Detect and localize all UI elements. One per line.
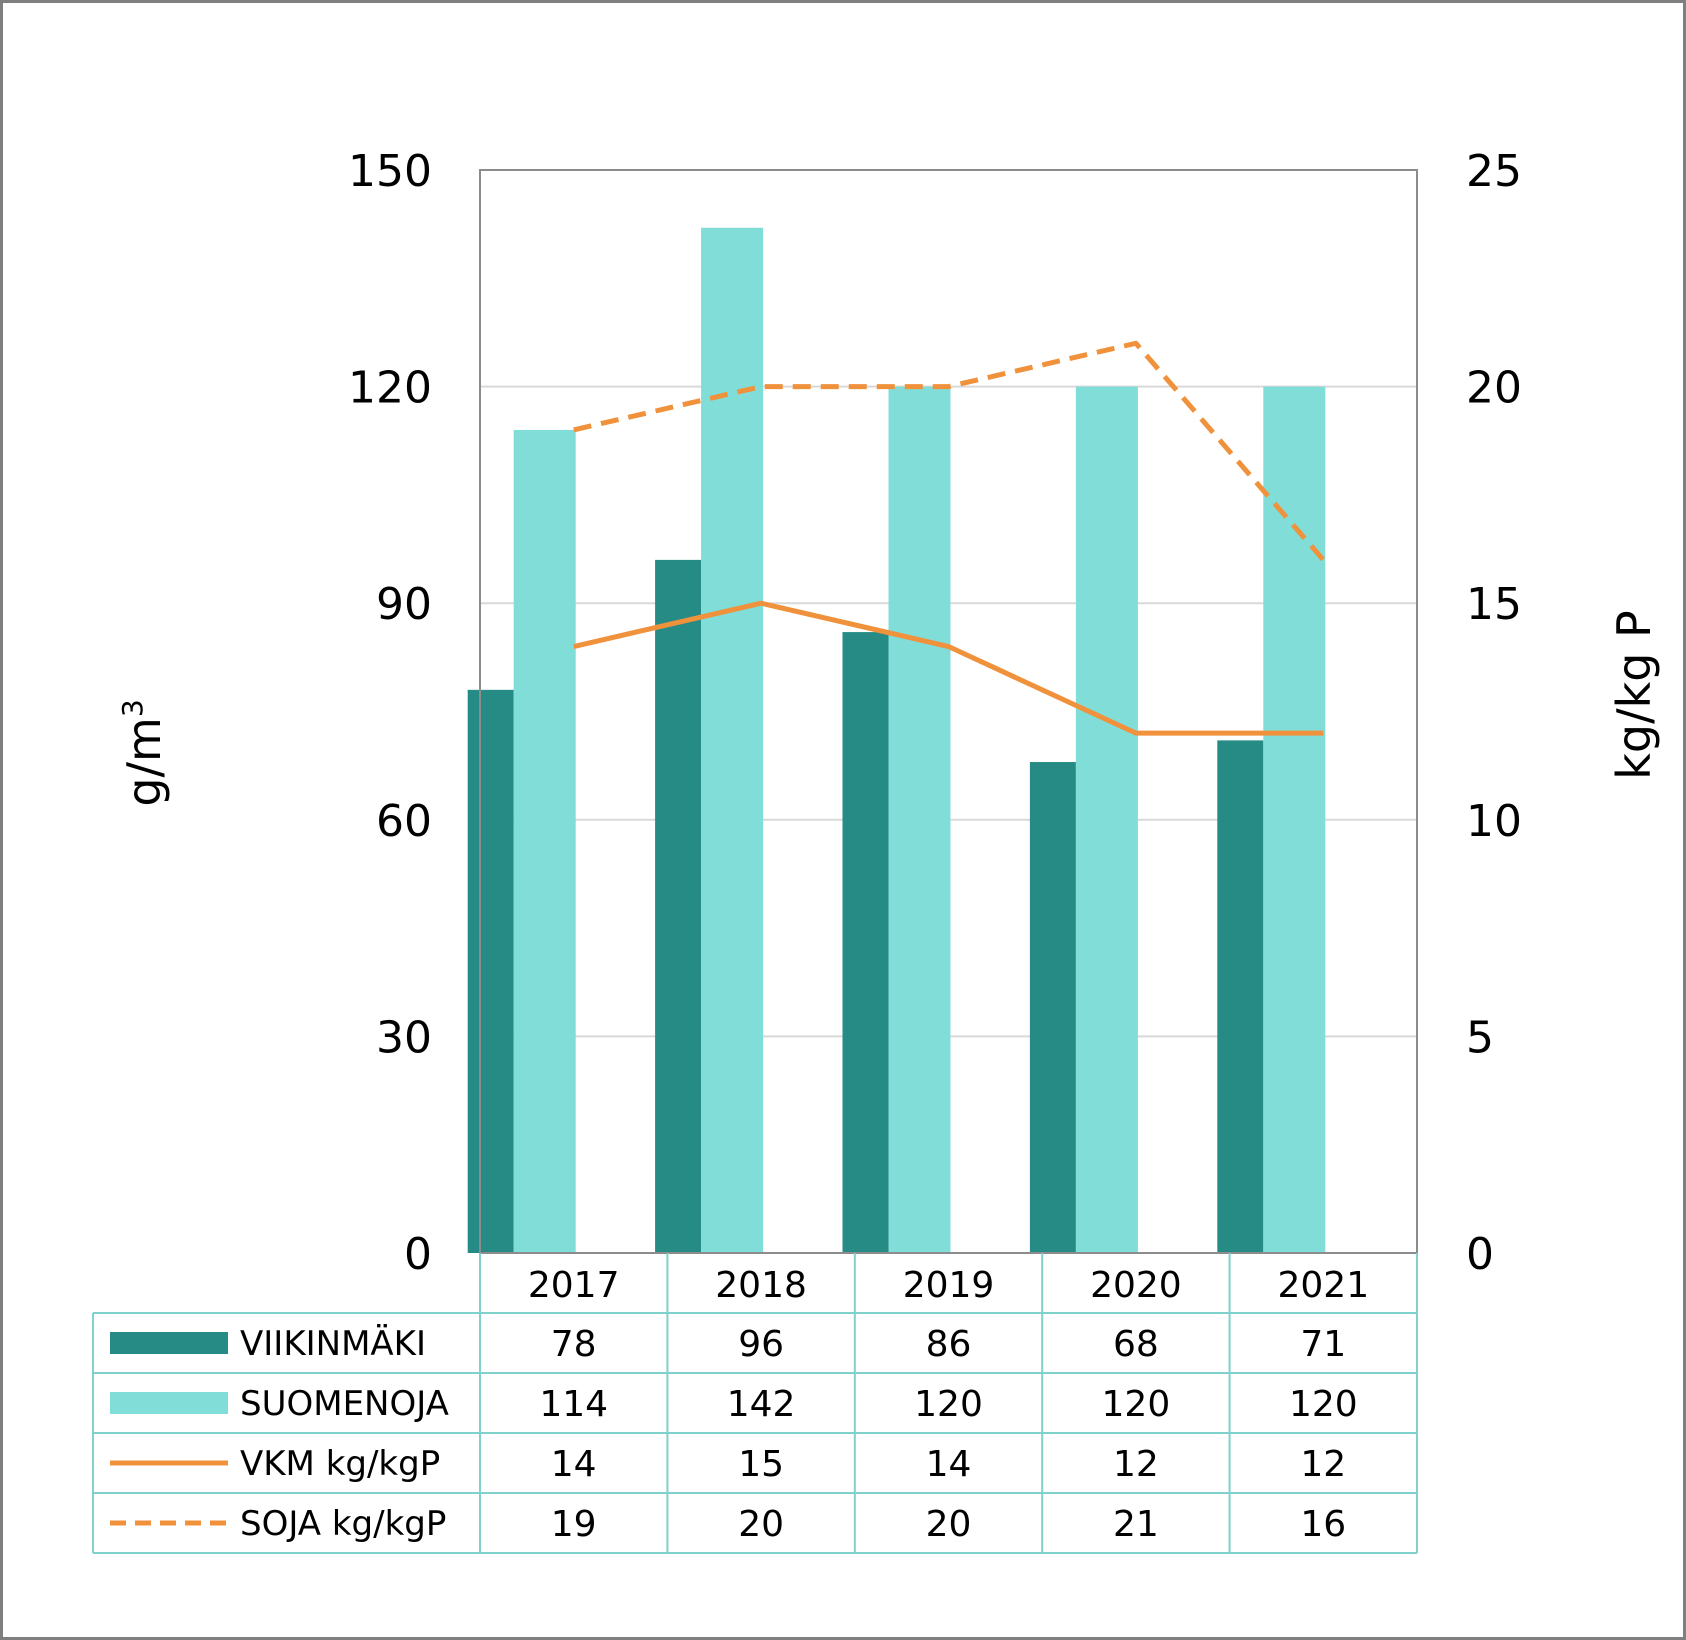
table-cell-viikinmaki: 86 bbox=[926, 1324, 972, 1365]
bar-viikinmaki-2018 bbox=[655, 559, 702, 1253]
legend-label: VKM kg/kgP bbox=[240, 1444, 440, 1484]
category-label: 2020 bbox=[1090, 1265, 1182, 1306]
right-tick-label: 15 bbox=[1466, 579, 1522, 630]
left-tick-label: 90 bbox=[376, 579, 432, 630]
category-label: 2018 bbox=[715, 1265, 807, 1306]
legend-label: SOJA kg/kgP bbox=[240, 1504, 446, 1544]
table-cell-vkm-kg-kgp: 12 bbox=[1300, 1444, 1346, 1485]
legend-label: VIIKINMÄKI bbox=[240, 1324, 426, 1364]
left-tick-label: 60 bbox=[376, 796, 432, 847]
table-cell-vkm-kg-kgp: 12 bbox=[1113, 1444, 1159, 1485]
category-label: 2021 bbox=[1277, 1265, 1369, 1306]
table-cell-suomenoja: 120 bbox=[1289, 1384, 1358, 1425]
table-cell-suomenoja: 142 bbox=[727, 1384, 796, 1425]
legend-label: SUOMENOJA bbox=[240, 1384, 449, 1424]
table-cell-viikinmaki: 78 bbox=[551, 1324, 597, 1365]
table-cell-suomenoja: 114 bbox=[539, 1384, 608, 1425]
bar-suomenoja-2018 bbox=[701, 227, 764, 1253]
left-axis-title: g/m3 bbox=[116, 699, 171, 806]
bar-viikinmaki-2017 bbox=[467, 689, 514, 1253]
right-tick-label: 0 bbox=[1466, 1229, 1494, 1280]
bar-marks bbox=[467, 227, 1326, 1254]
table-cell-vkm-kg-kgp: 14 bbox=[551, 1444, 597, 1485]
right-tick-label: 10 bbox=[1466, 796, 1522, 847]
right-axis-ticks: 0 5 10 15 20 25 bbox=[1466, 146, 1522, 1280]
table-cell-soja-kg-kgp: 19 bbox=[551, 1504, 597, 1545]
table-cell-suomenoja: 120 bbox=[1102, 1384, 1171, 1425]
left-axis-ticks: 0 30 60 90 120 150 bbox=[348, 146, 432, 1280]
bar-viikinmaki-2019 bbox=[842, 632, 889, 1253]
table-cell-soja-kg-kgp: 20 bbox=[738, 1504, 784, 1545]
category-label: 2019 bbox=[903, 1265, 995, 1306]
right-tick-label: 20 bbox=[1466, 363, 1522, 414]
table-cell-soja-kg-kgp: 16 bbox=[1300, 1504, 1346, 1545]
table-cell-vkm-kg-kgp: 15 bbox=[738, 1444, 784, 1485]
table-cell-soja-kg-kgp: 21 bbox=[1113, 1504, 1159, 1545]
bar-suomenoja-2019 bbox=[888, 386, 951, 1254]
table-cell-viikinmaki: 68 bbox=[1113, 1324, 1159, 1365]
table-cell-soja-kg-kgp: 20 bbox=[926, 1504, 972, 1545]
left-tick-label: 0 bbox=[404, 1229, 432, 1280]
left-tick-label: 150 bbox=[348, 146, 432, 197]
category-label: 2017 bbox=[528, 1265, 620, 1306]
line-marks bbox=[573, 340, 1326, 736]
table-cell-viikinmaki: 71 bbox=[1300, 1324, 1346, 1365]
line-soja-kg-kgp bbox=[573, 340, 1326, 562]
table-cell-suomenoja: 120 bbox=[914, 1384, 983, 1425]
table-cell-viikinmaki: 96 bbox=[738, 1324, 784, 1365]
right-tick-label: 5 bbox=[1466, 1012, 1494, 1063]
left-tick-label: 120 bbox=[348, 363, 432, 414]
legend-key-viikinmaki bbox=[110, 1332, 228, 1354]
line-vkm-kg-kgp bbox=[573, 600, 1324, 736]
right-axis-title: kg/kg P bbox=[1607, 610, 1661, 780]
legend-key-suomenoja bbox=[110, 1392, 228, 1414]
bar-viikinmaki-2021 bbox=[1217, 740, 1264, 1253]
table-cell-vkm-kg-kgp: 14 bbox=[926, 1444, 972, 1485]
bar-suomenoja-2017 bbox=[513, 429, 576, 1253]
bar-viikinmaki-2020 bbox=[1029, 762, 1076, 1253]
plot-area-border bbox=[479, 169, 1418, 1254]
left-tick-label: 30 bbox=[376, 1012, 432, 1063]
right-tick-label: 25 bbox=[1466, 146, 1522, 197]
bar-suomenoja-2020 bbox=[1075, 386, 1138, 1254]
bar-suomenoja-2021 bbox=[1263, 386, 1326, 1254]
